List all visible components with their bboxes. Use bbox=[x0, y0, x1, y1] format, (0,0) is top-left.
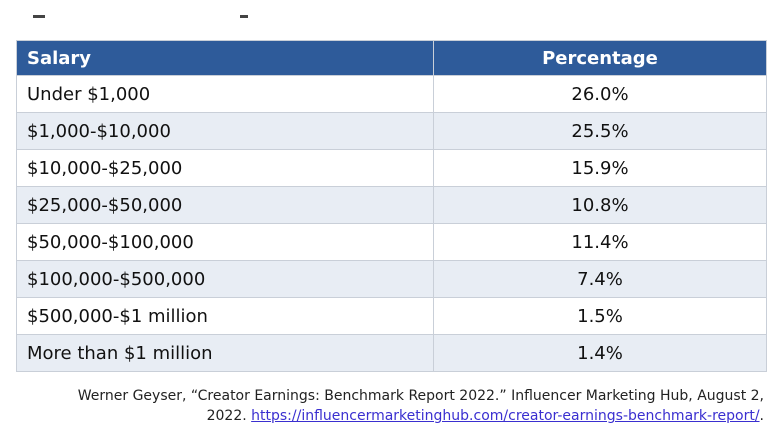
citation-line-2: 2022. https://influencermarketinghub.com… bbox=[74, 406, 764, 426]
table-row: $1,000-$10,000 25.5% bbox=[16, 112, 767, 150]
table-row: Under $1,000 26.0% bbox=[16, 75, 767, 113]
percentage-cell: 25.5% bbox=[433, 112, 767, 150]
header-salary: Salary bbox=[16, 40, 434, 76]
salary-cell: $100,000-$500,000 bbox=[16, 260, 434, 298]
salary-cell: $1,000-$10,000 bbox=[16, 112, 434, 150]
table-row: $50,000-$100,000 11.4% bbox=[16, 223, 767, 261]
salary-percentage-table: Salary Percentage Under $1,000 26.0% $1,… bbox=[16, 40, 767, 372]
percentage-cell: 11.4% bbox=[433, 223, 767, 261]
citation-period: . bbox=[759, 408, 764, 424]
table-header-row: Salary Percentage bbox=[16, 40, 767, 76]
percentage-cell: 1.4% bbox=[433, 334, 767, 372]
salary-cell: $50,000-$100,000 bbox=[16, 223, 434, 261]
percentage-cell: 7.4% bbox=[433, 260, 767, 298]
salary-cell: Under $1,000 bbox=[16, 75, 434, 113]
table-row: More than $1 million 1.4% bbox=[16, 334, 767, 372]
cropped-text-mark bbox=[240, 15, 248, 18]
salary-cell: $500,000-$1 million bbox=[16, 297, 434, 335]
salary-cell: $10,000-$25,000 bbox=[16, 149, 434, 187]
table-row: $500,000-$1 million 1.5% bbox=[16, 297, 767, 335]
citation-line-1: Werner Geyser, “Creator Earnings: Benchm… bbox=[77, 388, 764, 404]
header-percentage: Percentage bbox=[433, 40, 767, 76]
salary-cell: More than $1 million bbox=[16, 334, 434, 372]
table-row: $25,000-$50,000 10.8% bbox=[16, 186, 767, 224]
percentage-cell: 1.5% bbox=[433, 297, 767, 335]
percentage-cell: 10.8% bbox=[433, 186, 767, 224]
citation-year: 2022. bbox=[206, 408, 252, 424]
cropped-text-mark bbox=[33, 15, 45, 18]
cropped-heading-fragment bbox=[0, 0, 778, 22]
table-row: $10,000-$25,000 15.9% bbox=[16, 149, 767, 187]
percentage-cell: 26.0% bbox=[433, 75, 767, 113]
citation-link[interactable]: https://influencermarketinghub.com/creat… bbox=[251, 408, 760, 424]
percentage-cell: 15.9% bbox=[433, 149, 767, 187]
source-citation: Werner Geyser, “Creator Earnings: Benchm… bbox=[74, 386, 764, 426]
salary-cell: $25,000-$50,000 bbox=[16, 186, 434, 224]
table-row: $100,000-$500,000 7.4% bbox=[16, 260, 767, 298]
